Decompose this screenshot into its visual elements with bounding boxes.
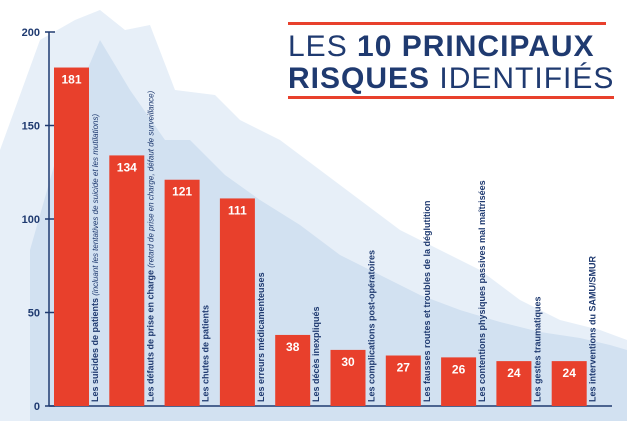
bar-value-label: 24 [507, 366, 521, 380]
bar-value-label: 38 [286, 340, 300, 354]
bar [164, 179, 200, 406]
title-line-2-underlined: RISQUES IDENTIFIÉS [288, 62, 615, 99]
bar [54, 67, 89, 406]
y-tick-label: 100 [22, 214, 40, 226]
category-label-detail: (incluant les tentatives de suicide et l… [91, 114, 100, 298]
bar [330, 349, 366, 406]
category-label-main: Les suicides de patients [90, 298, 100, 402]
category-label-main: Les chutes de patients [201, 305, 211, 402]
y-tick-label: 150 [22, 121, 40, 133]
category-label: Les gestes traumatiques [532, 296, 542, 402]
category-label: Les fausses routes et troubles de la dég… [422, 200, 432, 402]
chart-title: LES 10 PRINCIPAUX RISQUES IDENTIFIÉS [288, 22, 618, 99]
category-label: Les suicides de patients (incluant les t… [90, 114, 100, 402]
category-label-main: Les contentions physiques passives mal m… [477, 180, 487, 402]
bar-value-label: 111 [228, 203, 247, 217]
title-prefix: LES [288, 30, 358, 63]
title-emphasis-2: RISQUES [288, 62, 431, 95]
bar [441, 357, 477, 406]
y-tick-label: 0 [34, 401, 40, 413]
bar-value-label: 181 [61, 73, 81, 87]
title-emphasis-1: 10 PRINCIPAUX [357, 30, 595, 63]
category-label-main: Les fausses routes et troubles de la dég… [422, 200, 432, 402]
category-label: Les interventions du SAMU/SMUR [588, 255, 598, 402]
bar-value-label: 26 [452, 362, 466, 376]
category-label-main: Les décès inexpliqués [311, 306, 321, 402]
bar-value-label: 134 [117, 160, 137, 174]
bar [385, 355, 421, 406]
bar-value-label: 30 [341, 355, 355, 369]
category-label: Les défauts de prise en charge (retard d… [145, 90, 155, 402]
category-label: Les chutes de patients [201, 305, 211, 402]
category-label-main: Les gestes traumatiques [532, 296, 542, 402]
category-label: Les complications post-opératoires [367, 250, 377, 402]
bar-value-label: 24 [563, 366, 577, 380]
bar-value-label: 27 [397, 361, 411, 375]
category-labels: Les suicides de patients (incluant les t… [90, 90, 598, 402]
category-label-detail: (retard de prise en charge, défaut de su… [146, 90, 155, 270]
bar-value-label: 121 [172, 185, 192, 199]
category-label-main: Les défauts de prise en charge [145, 270, 155, 402]
y-tick-label: 200 [22, 27, 40, 39]
bar [275, 334, 311, 406]
category-label: Les erreurs médicamenteuses [256, 272, 266, 402]
bars: 181 134 121 111 38 30 27 26 24 24 [54, 67, 587, 406]
y-tick-label: 50 [28, 308, 40, 320]
category-label-main: Les complications post-opératoires [367, 250, 377, 402]
category-label-main: Les interventions du SAMU/SMUR [588, 255, 598, 402]
title-suffix: IDENTIFIÉS [430, 62, 615, 95]
category-label-main: Les erreurs médicamenteuses [256, 272, 266, 402]
title-line-2: RISQUES IDENTIFIÉS [288, 63, 618, 99]
title-line-1: LES 10 PRINCIPAUX [288, 31, 618, 63]
category-label: Les contentions physiques passives mal m… [477, 180, 487, 402]
bar [219, 198, 255, 406]
bar [496, 361, 532, 406]
category-label: Les décès inexpliqués [311, 306, 321, 402]
bar [551, 361, 587, 406]
title-top-rule [288, 22, 606, 25]
bar [109, 155, 145, 406]
